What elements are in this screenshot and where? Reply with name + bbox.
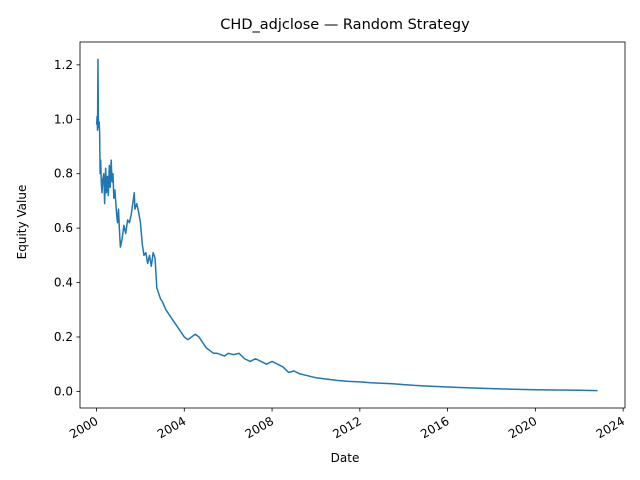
axes-frame: [79, 41, 626, 409]
y-tick-label: 1.2: [54, 58, 73, 72]
y-tick-label: 0.2: [54, 330, 73, 344]
y-axis-label: Equity Value: [15, 185, 29, 260]
y-tick-label: 0.8: [54, 167, 73, 181]
plot-area: [79, 41, 626, 409]
y-tick-label: 1.0: [54, 112, 73, 126]
series-line-0: [95, 58, 598, 392]
x-axis-label: Date: [331, 451, 360, 465]
y-tick-label: 0.0: [54, 384, 73, 398]
y-axis-ticks: 0.0 0.2 0.4 0.6 0.8 1.0 1.2: [54, 58, 80, 398]
chart-title: CHD_adjclose — Random Strategy: [220, 17, 470, 33]
y-tick-label: 0.4: [54, 276, 73, 290]
y-tick-label: 0.6: [54, 221, 73, 235]
